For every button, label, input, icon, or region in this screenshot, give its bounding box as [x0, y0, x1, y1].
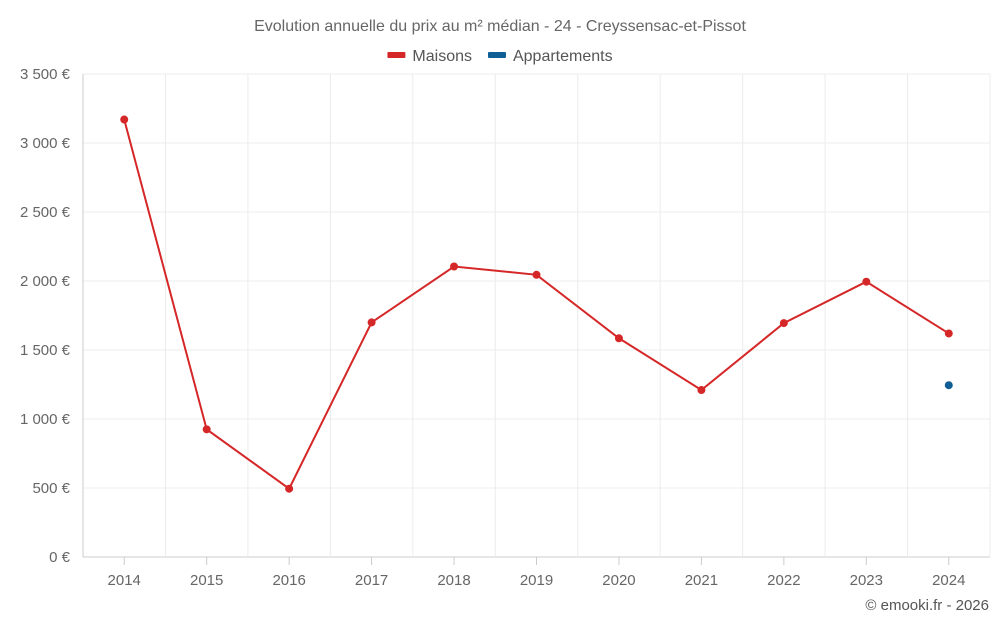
legend-label: Maisons [412, 48, 472, 65]
x-tick-label: 2016 [272, 572, 305, 589]
x-tick-label: 2018 [437, 572, 470, 589]
data-point-maisons[interactable] [285, 484, 294, 493]
data-point-maisons[interactable] [862, 277, 871, 286]
legend: Maisons Appartements [387, 48, 613, 65]
data-point-maisons[interactable] [614, 334, 623, 343]
y-tick-label: 3 500 € [20, 66, 71, 83]
x-tick-label: 2017 [355, 572, 388, 589]
y-tick-label: 1 000 € [20, 411, 71, 428]
legend-item-maisons[interactable]: Maisons [387, 48, 472, 65]
chart-title: Evolution annuelle du prix au m² médian … [254, 18, 746, 35]
data-point-maisons[interactable] [120, 115, 129, 124]
x-tick-label: 2020 [602, 572, 635, 589]
data-point-maisons[interactable] [367, 318, 376, 327]
credit-text: © emooki.fr - 2026 [865, 597, 989, 614]
y-tick-label: 3 000 € [20, 135, 71, 152]
y-tick-label: 2 500 € [20, 204, 71, 221]
y-tick-label: 2 000 € [20, 273, 71, 290]
series [120, 115, 953, 493]
y-tick-label: 1 500 € [20, 342, 71, 359]
legend-swatch [387, 52, 406, 58]
y-tick-label: 500 € [32, 480, 70, 497]
x-tick-label: 2022 [767, 572, 800, 589]
x-tick-label: 2021 [685, 572, 718, 589]
data-point-maisons[interactable] [944, 329, 953, 338]
data-point-maisons[interactable] [697, 386, 706, 395]
legend-swatch [487, 52, 506, 58]
y-tick-label: 0 € [49, 549, 71, 566]
data-point-maisons[interactable] [450, 262, 459, 271]
x-tick-label: 2014 [108, 572, 141, 589]
axes: 0 € 500 € 1 000 € 1 500 € 2 000 € 2 500 € 3 00… [20, 66, 966, 589]
legend-item-appartements[interactable]: Appartements [487, 48, 613, 65]
data-point-maisons[interactable] [532, 270, 541, 279]
x-tick-label: 2023 [850, 572, 883, 589]
x-tick-label: 2015 [190, 572, 223, 589]
x-tick-label: 2019 [520, 572, 553, 589]
data-point-maisons[interactable] [202, 425, 211, 434]
legend-label: Appartements [513, 48, 613, 65]
data-point-maisons[interactable] [779, 319, 788, 328]
x-tick-label: 2024 [932, 572, 965, 589]
grid [82, 73, 991, 558]
data-point-appartements[interactable] [944, 381, 953, 390]
